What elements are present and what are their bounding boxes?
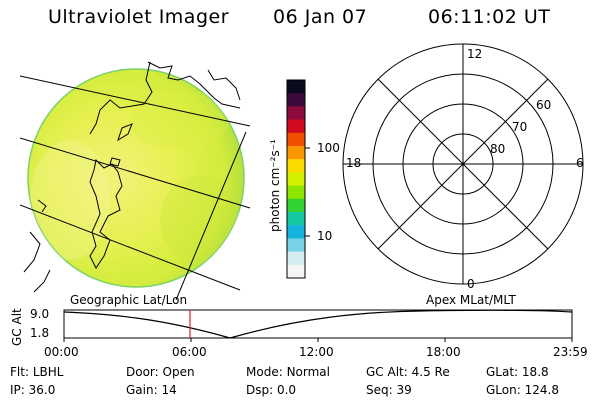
altitude-plot xyxy=(63,309,573,342)
mlt-label-right: 6 xyxy=(576,156,584,170)
status-seq: Seq: 39 xyxy=(366,383,412,397)
instrument-title: Ultraviolet Imager xyxy=(48,6,230,28)
colorbar-segment xyxy=(287,198,305,213)
xtick-1800: 18:00 xyxy=(426,345,461,359)
mlat-label-80: 80 xyxy=(490,142,506,156)
colorbar-segment xyxy=(287,80,305,94)
geo-panel-label: Geographic Lat/Lon xyxy=(70,293,188,307)
xtick-0000: 00:00 xyxy=(44,345,79,359)
mlat-label-60: 60 xyxy=(536,98,552,112)
colorbar-segment xyxy=(287,212,305,226)
status-gain: Gain: 14 xyxy=(126,383,177,397)
colorbar-segment xyxy=(287,93,305,107)
colorbar-segment xyxy=(287,146,305,160)
colorbar-segment xyxy=(287,264,305,279)
status-door: Door: Open xyxy=(126,365,195,379)
xtick-0600: 06:00 xyxy=(172,345,207,359)
altitude-curve xyxy=(63,309,573,339)
time-label: 06:11:02 UT xyxy=(428,6,551,28)
status-mode: Mode: Normal xyxy=(246,365,330,379)
colorbar-segment xyxy=(287,238,305,253)
colorbar-segment xyxy=(287,225,305,239)
uv-image-panel xyxy=(20,61,251,300)
colorbar-segment xyxy=(287,119,305,134)
mlt-label-left: 18 xyxy=(346,156,362,170)
status-glon: GLon: 124.8 xyxy=(486,383,559,397)
coastlines xyxy=(23,61,241,293)
altitude-ytick-low: 1.8 xyxy=(30,326,50,340)
colorbar-unit-label: photon cm⁻²s⁻¹ xyxy=(268,139,282,232)
status-gc-alt: GC Alt: 4.5 Re xyxy=(366,365,450,379)
colorbar-tick-100: 100 xyxy=(317,141,340,155)
colorbar-frame xyxy=(286,79,306,279)
colorbar-segment xyxy=(287,159,305,173)
colorbar-segment xyxy=(287,106,305,121)
mlt-label-top: 12 xyxy=(467,47,483,61)
altitude-ylabel: GC Alt xyxy=(10,308,24,346)
status-dsp: Dsp: 0.0 xyxy=(246,383,297,397)
colorbar-segment xyxy=(287,132,305,147)
xtick-2359: 23:59 xyxy=(553,345,588,359)
colorbar-segment xyxy=(287,185,305,200)
mlat-label-70: 70 xyxy=(512,120,528,134)
polar-plot xyxy=(342,43,584,285)
date-label: 06 Jan 07 xyxy=(273,6,368,28)
geo-grid xyxy=(20,75,251,300)
mlt-label-bottom: 0 xyxy=(467,277,475,291)
colorbar-segment xyxy=(287,251,305,266)
xtick-1200: 12:00 xyxy=(299,345,334,359)
colorbar-tick-10: 10 xyxy=(317,229,333,243)
status-ip: IP: 36.0 xyxy=(10,383,56,397)
status-flt: Flt: LBHL xyxy=(10,365,64,379)
altitude-ytick-high: 9.0 xyxy=(30,307,50,321)
apex-panel-label: Apex MLat/MLT xyxy=(426,293,516,307)
uv-disk xyxy=(27,68,245,288)
color-bar xyxy=(286,79,310,279)
colorbar-segment xyxy=(287,172,305,187)
status-glat: GLat: 18.8 xyxy=(486,365,549,379)
